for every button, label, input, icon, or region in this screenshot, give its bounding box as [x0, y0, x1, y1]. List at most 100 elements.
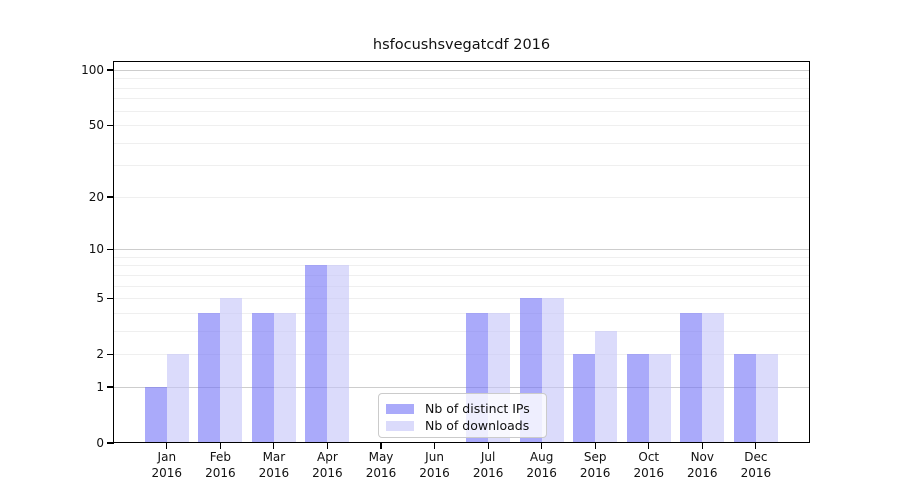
gridline-minor: [114, 110, 809, 112]
x-tick-month: Mar: [262, 450, 286, 464]
y-tick-label: 20: [88, 189, 104, 204]
y-tick-label: 5: [96, 291, 104, 306]
y-axis-tick: [106, 353, 114, 355]
x-axis-tick: [701, 443, 703, 449]
gridline-minor: [114, 256, 809, 258]
x-tick-year: 2016: [365, 465, 397, 480]
x-tick-year: 2016: [740, 465, 772, 480]
legend-label-downloads: Nb of downloads: [425, 418, 530, 433]
x-tick-year: 2016: [205, 465, 236, 480]
y-tick-label: 50: [88, 118, 104, 133]
x-tick-year: 2016: [526, 465, 557, 480]
gridline-minor: [114, 165, 809, 167]
x-axis-tick: [433, 443, 436, 449]
bar-downloads: [595, 330, 618, 442]
gridline-major: [114, 70, 809, 71]
y-tick-label: 10: [88, 242, 104, 257]
gridline-minor: [114, 298, 809, 300]
gridline-minor: [114, 312, 809, 314]
x-tick-month: Feb: [209, 450, 231, 464]
x-tick-label: Aug 2016: [510, 450, 574, 481]
x-tick-year: 2016: [472, 465, 504, 480]
bar-downloads: [702, 312, 725, 442]
ips-swatch-icon: [386, 403, 414, 414]
x-tick-label: Dec 2016: [724, 450, 788, 481]
x-tick-year: 2016: [258, 465, 290, 480]
x-tick-label: Apr 2016: [295, 450, 359, 481]
y-axis-tick: [106, 196, 114, 198]
x-tick-label: May 2016: [349, 450, 413, 481]
gridline-minor: [114, 285, 809, 287]
plot-area: [113, 61, 810, 443]
gridline-minor: [114, 265, 809, 267]
x-axis-tick: [380, 443, 382, 449]
x-axis-tick: [541, 443, 543, 449]
bar-distinct-ips: [573, 354, 596, 442]
bar-distinct-ips: [733, 354, 756, 442]
x-tick-month: Dec: [744, 450, 768, 464]
bar-downloads: [220, 298, 243, 442]
y-tick-label: 1: [96, 379, 104, 394]
bar-downloads: [273, 312, 296, 442]
x-axis-tick: [487, 443, 489, 449]
legend: Nb of distinct IPs Nb of downloads: [378, 393, 547, 438]
x-tick-label: Jan 2016: [135, 450, 199, 481]
bar-downloads: [755, 354, 778, 442]
x-tick-label: Nov 2016: [670, 450, 734, 481]
x-axis-tick: [219, 443, 221, 449]
y-axis-tick: [106, 248, 114, 250]
x-tick-label: Feb 2016: [188, 450, 252, 481]
x-tick-label: Mar 2016: [242, 450, 306, 481]
bar-distinct-ips: [680, 312, 703, 442]
legend-label-ips: Nb of distinct IPs: [425, 401, 530, 416]
x-tick-year: 2016: [633, 465, 665, 480]
bar-distinct-ips: [305, 265, 328, 442]
bar-distinct-ips: [626, 354, 649, 442]
x-tick-month: Apr: [317, 450, 338, 464]
x-tick-label: Jul 2016: [456, 450, 520, 481]
x-tick-month: Jun: [425, 450, 444, 464]
x-tick-label: Sep 2016: [563, 450, 627, 481]
x-tick-month: Aug: [529, 450, 554, 464]
x-tick-year: 2016: [579, 465, 611, 480]
bar-distinct-ips: [198, 312, 221, 442]
x-tick-month: Jul: [480, 450, 496, 464]
x-tick-year: 2016: [687, 465, 718, 480]
x-tick-month: Sep: [583, 450, 607, 464]
gridline-minor: [114, 142, 809, 144]
bar-downloads: [648, 354, 671, 442]
bar-distinct-ips: [251, 312, 274, 442]
x-tick-month: Jan: [157, 450, 177, 464]
gridline-minor: [114, 330, 809, 332]
chart-title: hsfocushsvegatcdf 2016: [372, 37, 551, 53]
gridline-minor: [114, 354, 809, 356]
y-axis-tick: [106, 124, 114, 126]
y-axis-tick: [106, 442, 114, 444]
bar-downloads: [541, 298, 564, 442]
x-axis-tick: [648, 443, 650, 449]
gridline-minor: [114, 87, 809, 89]
gridline-minor: [114, 125, 809, 127]
x-tick-year: 2016: [419, 465, 450, 480]
gridline-minor: [114, 274, 809, 276]
y-tick-label: 0: [96, 436, 104, 450]
x-axis-tick: [594, 443, 596, 449]
x-axis-tick: [273, 443, 275, 449]
x-tick-month: May: [368, 450, 394, 464]
x-tick-month: Oct: [638, 450, 660, 464]
legend-row-ips: Nb of distinct IPs: [386, 400, 546, 417]
bar-distinct-ips: [144, 386, 167, 442]
x-axis-tick: [755, 443, 757, 449]
gridline-major: [114, 386, 809, 388]
x-axis-tick: [166, 443, 168, 449]
x-tick-label: Jun 2016: [403, 450, 467, 481]
gridline-minor: [114, 78, 809, 80]
y-tick-label: 100: [81, 63, 104, 77]
x-tick-label: Oct 2016: [617, 450, 681, 481]
x-tick-year: 2016: [312, 465, 343, 480]
bar-downloads: [327, 265, 350, 442]
y-axis-tick: [106, 69, 114, 71]
x-tick-year: 2016: [151, 465, 183, 480]
x-tick-month: Nov: [690, 450, 714, 464]
